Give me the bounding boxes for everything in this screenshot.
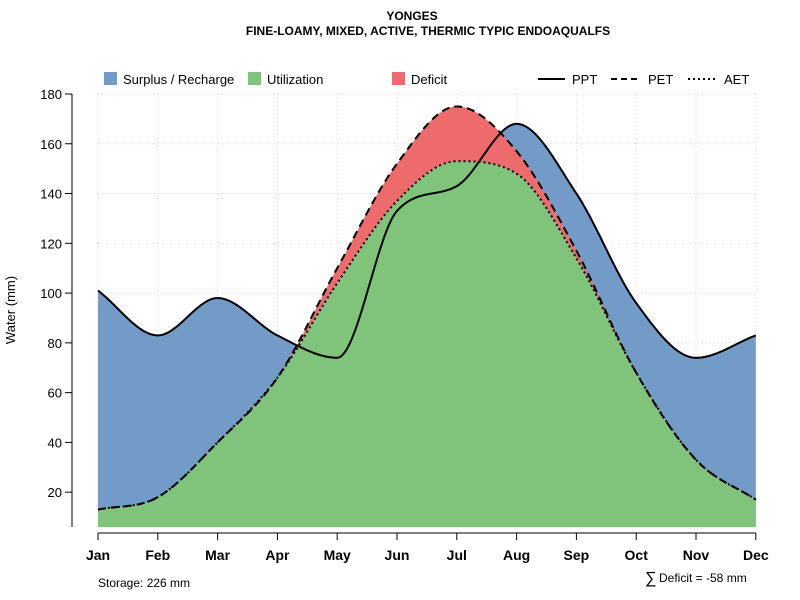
x-tick-label-mar: Mar [205, 547, 230, 563]
x-tick-label-nov: Nov [683, 547, 710, 563]
legend-swatch-deficit [392, 72, 405, 85]
y-tick-label-60: 60 [48, 386, 62, 401]
x-tick-label-jun: Jun [385, 547, 410, 563]
y-axis-label: Water (mm) [3, 276, 18, 344]
plot-area: 20 40 60 80 100 120 140 160 180 Jan Feb Mar Apr May Ju… [40, 87, 769, 563]
x-axis: Jan Feb Mar Apr May Jun Jul Aug Sep Oct Nov Dec [86, 532, 769, 563]
y-tick-label-160: 160 [40, 137, 62, 152]
legend-label-utilization: Utilization [267, 72, 323, 87]
legend-label-aet: AET [724, 72, 749, 87]
x-tick-label-jan: Jan [86, 547, 110, 563]
x-tick-label-may: May [324, 547, 351, 563]
y-tick-label-140: 140 [40, 187, 62, 202]
x-tick-label-oct: Oct [625, 547, 649, 563]
y-tick-label-180: 180 [40, 87, 62, 102]
x-tick-label-dec: Dec [743, 547, 769, 563]
pet-line [97, 105, 757, 511]
legend-label-ppt: PPT [572, 72, 597, 87]
legend-label-pet: PET [648, 72, 673, 87]
y-tick-label-80: 80 [48, 336, 62, 351]
y-tick-label-20: 20 [48, 485, 62, 500]
chart-title: YONGES [386, 9, 437, 23]
y-tick-label-100: 100 [40, 286, 62, 301]
legend-swatch-surplus [104, 72, 117, 85]
y-tick-label-120: 120 [40, 236, 62, 251]
x-tick-label-feb: Feb [145, 547, 170, 563]
legend: Surplus / Recharge Utilization Deficit P… [104, 72, 749, 87]
sum-symbol: ∑ [645, 570, 656, 587]
legend-label-deficit: Deficit [411, 72, 448, 87]
x-tick-label-apr: Apr [265, 547, 290, 563]
storage-annotation: Storage: 226 mm [98, 576, 190, 590]
deficit-annotation: Deficit = -58 mm [659, 571, 747, 585]
ppt-line [97, 122, 757, 359]
x-tick-label-sep: Sep [564, 547, 590, 563]
chart-subtitle: FINE-LOAMY, MIXED, ACTIVE, THERMIC TYPIC… [246, 24, 610, 38]
utilization-area [98, 161, 756, 527]
y-tick-label-40: 40 [48, 435, 62, 450]
aet-line [97, 160, 757, 511]
x-tick-label-jul: Jul [447, 547, 467, 563]
legend-label-surplus: Surplus / Recharge [123, 72, 234, 87]
x-tick-label-aug: Aug [503, 547, 530, 563]
y-axis: 20 40 60 80 100 120 140 160 180 [40, 87, 73, 527]
legend-swatch-utilization [248, 72, 261, 85]
